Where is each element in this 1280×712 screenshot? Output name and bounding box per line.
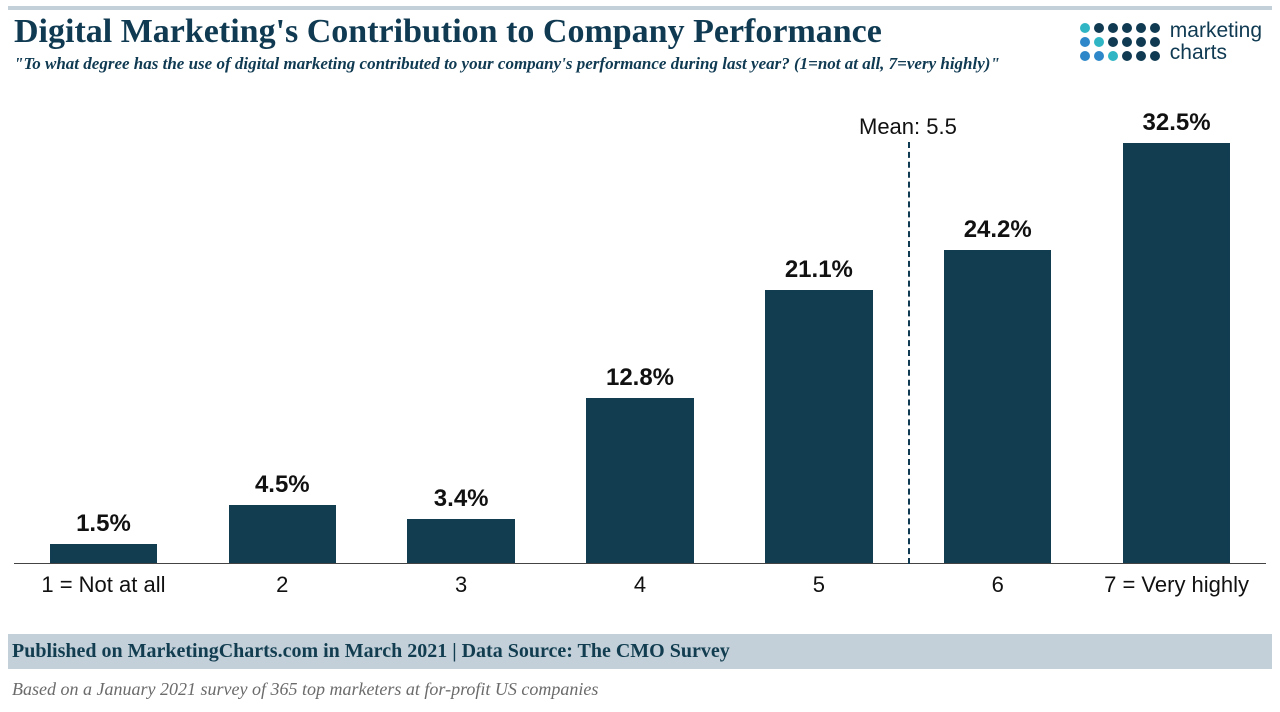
mean-line: [908, 142, 910, 564]
chart-area: 1.5% 4.5% 3.4% 12.8% 21.1% 24.2% 32.5% 1 = Not…: [14, 108, 1266, 606]
logo-dot: [1094, 37, 1104, 47]
logo-dot: [1122, 37, 1132, 47]
logo-text: marketing charts: [1170, 20, 1262, 64]
logo-dot: [1150, 23, 1160, 33]
brand-logo: marketing charts: [1080, 20, 1262, 64]
bar-slot: 3.4%: [372, 107, 551, 563]
logo-dots-icon: [1080, 23, 1160, 61]
logo-dot: [1136, 37, 1146, 47]
bar-value-label: 1.5%: [76, 510, 131, 538]
bar-rect: [586, 398, 693, 563]
header-text: Digital Marketing's Contribution to Comp…: [14, 14, 1080, 74]
bar-value-label: 4.5%: [255, 471, 310, 499]
footer: Published on MarketingCharts.com in Marc…: [8, 634, 1272, 706]
bar-value-label: 32.5%: [1143, 109, 1211, 137]
header: Digital Marketing's Contribution to Comp…: [14, 14, 1266, 92]
x-axis-label: 3: [372, 566, 551, 606]
logo-dot: [1108, 37, 1118, 47]
bar-slot: 21.1%: [729, 107, 908, 563]
bar-slot: 24.2%: [908, 107, 1087, 563]
logo-line2: charts: [1170, 42, 1262, 64]
bar-value-label: 24.2%: [964, 216, 1032, 244]
bar-rect: [407, 519, 514, 563]
x-axis-label: 1 = Not at all: [14, 566, 193, 606]
logo-dot: [1150, 37, 1160, 47]
x-axis-label: 7 = Very highly: [1087, 566, 1266, 606]
logo-dot: [1136, 23, 1146, 33]
bar-container: 1.5% 4.5% 3.4% 12.8% 21.1% 24.2% 32.5%: [14, 107, 1266, 564]
logo-dot: [1080, 23, 1090, 33]
logo-dot: [1094, 51, 1104, 61]
bar-slot: 4.5%: [193, 107, 372, 563]
logo-dot: [1080, 37, 1090, 47]
footer-source: Published on MarketingCharts.com in Marc…: [8, 634, 1272, 669]
logo-line1: marketing: [1170, 20, 1262, 42]
chart-title: Digital Marketing's Contribution to Comp…: [14, 14, 1080, 50]
logo-dot: [1150, 51, 1160, 61]
logo-dot: [1108, 23, 1118, 33]
logo-dot: [1108, 51, 1118, 61]
bar-slot: 32.5%: [1087, 107, 1266, 563]
bar-rect: [229, 505, 336, 563]
chart-subtitle: "To what degree has the use of digital m…: [14, 54, 1080, 74]
bar-rect: [1123, 143, 1230, 563]
x-axis-label: 4: [551, 566, 730, 606]
logo-dot: [1080, 51, 1090, 61]
mean-label: Mean: 5.5: [859, 114, 957, 140]
logo-dot: [1094, 23, 1104, 33]
logo-dot: [1136, 51, 1146, 61]
chart-page: Digital Marketing's Contribution to Comp…: [0, 0, 1280, 712]
bar-slot: 12.8%: [551, 107, 730, 563]
bar-slot: 1.5%: [14, 107, 193, 563]
bar-value-label: 12.8%: [606, 364, 674, 392]
bar-value-label: 3.4%: [434, 485, 489, 513]
bar-rect: [50, 544, 157, 563]
top-rule: [8, 6, 1272, 10]
logo-dot: [1122, 51, 1132, 61]
logo-dot: [1122, 23, 1132, 33]
x-axis-label: 2: [193, 566, 372, 606]
x-axis-label: 5: [729, 566, 908, 606]
footer-note: Based on a January 2021 survey of 365 to…: [8, 669, 1272, 706]
bar-value-label: 21.1%: [785, 256, 853, 284]
bar-rect: [944, 250, 1051, 563]
x-axis-labels: 1 = Not at all234567 = Very highly: [14, 566, 1266, 606]
bar-rect: [765, 290, 872, 563]
x-axis-label: 6: [908, 566, 1087, 606]
